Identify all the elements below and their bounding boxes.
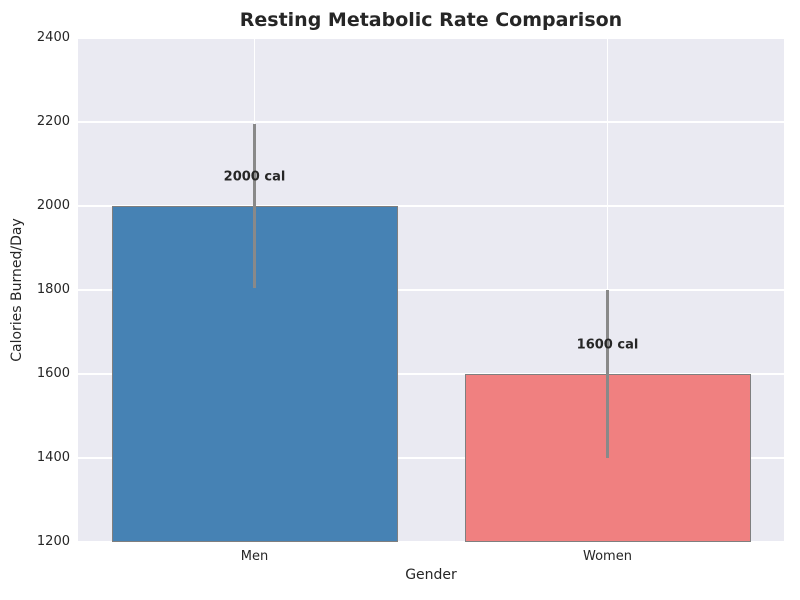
x-tick-label: Men (240, 549, 269, 564)
error-bar-men (253, 124, 256, 288)
y-tick-label: 1800 (36, 282, 70, 297)
y-gridline (78, 37, 784, 39)
plot-area: 2000 cal 1600 cal (78, 37, 784, 543)
y-gridline (78, 205, 784, 207)
y-gridline (78, 121, 784, 123)
y-gridline (78, 373, 784, 375)
error-bar-women (606, 290, 609, 458)
bar-value-annotation: 2000 cal (223, 169, 286, 185)
y-tick-label: 1200 (36, 534, 70, 549)
chart-title: Resting Metabolic Rate Comparison (239, 9, 623, 31)
x-axis-label: Gender (405, 567, 457, 583)
y-gridline (78, 289, 784, 291)
x-tick-label: Women (583, 549, 632, 564)
y-gridline (78, 457, 784, 459)
y-gridline (78, 541, 784, 543)
bar-value-annotation: 1600 cal (576, 337, 639, 353)
y-tick-label: 1400 (36, 450, 70, 465)
y-tick-label: 1600 (36, 366, 70, 381)
y-tick-label: 2000 (36, 198, 70, 213)
y-tick-label: 2400 (36, 30, 70, 45)
y-tick-label: 2200 (36, 114, 70, 129)
